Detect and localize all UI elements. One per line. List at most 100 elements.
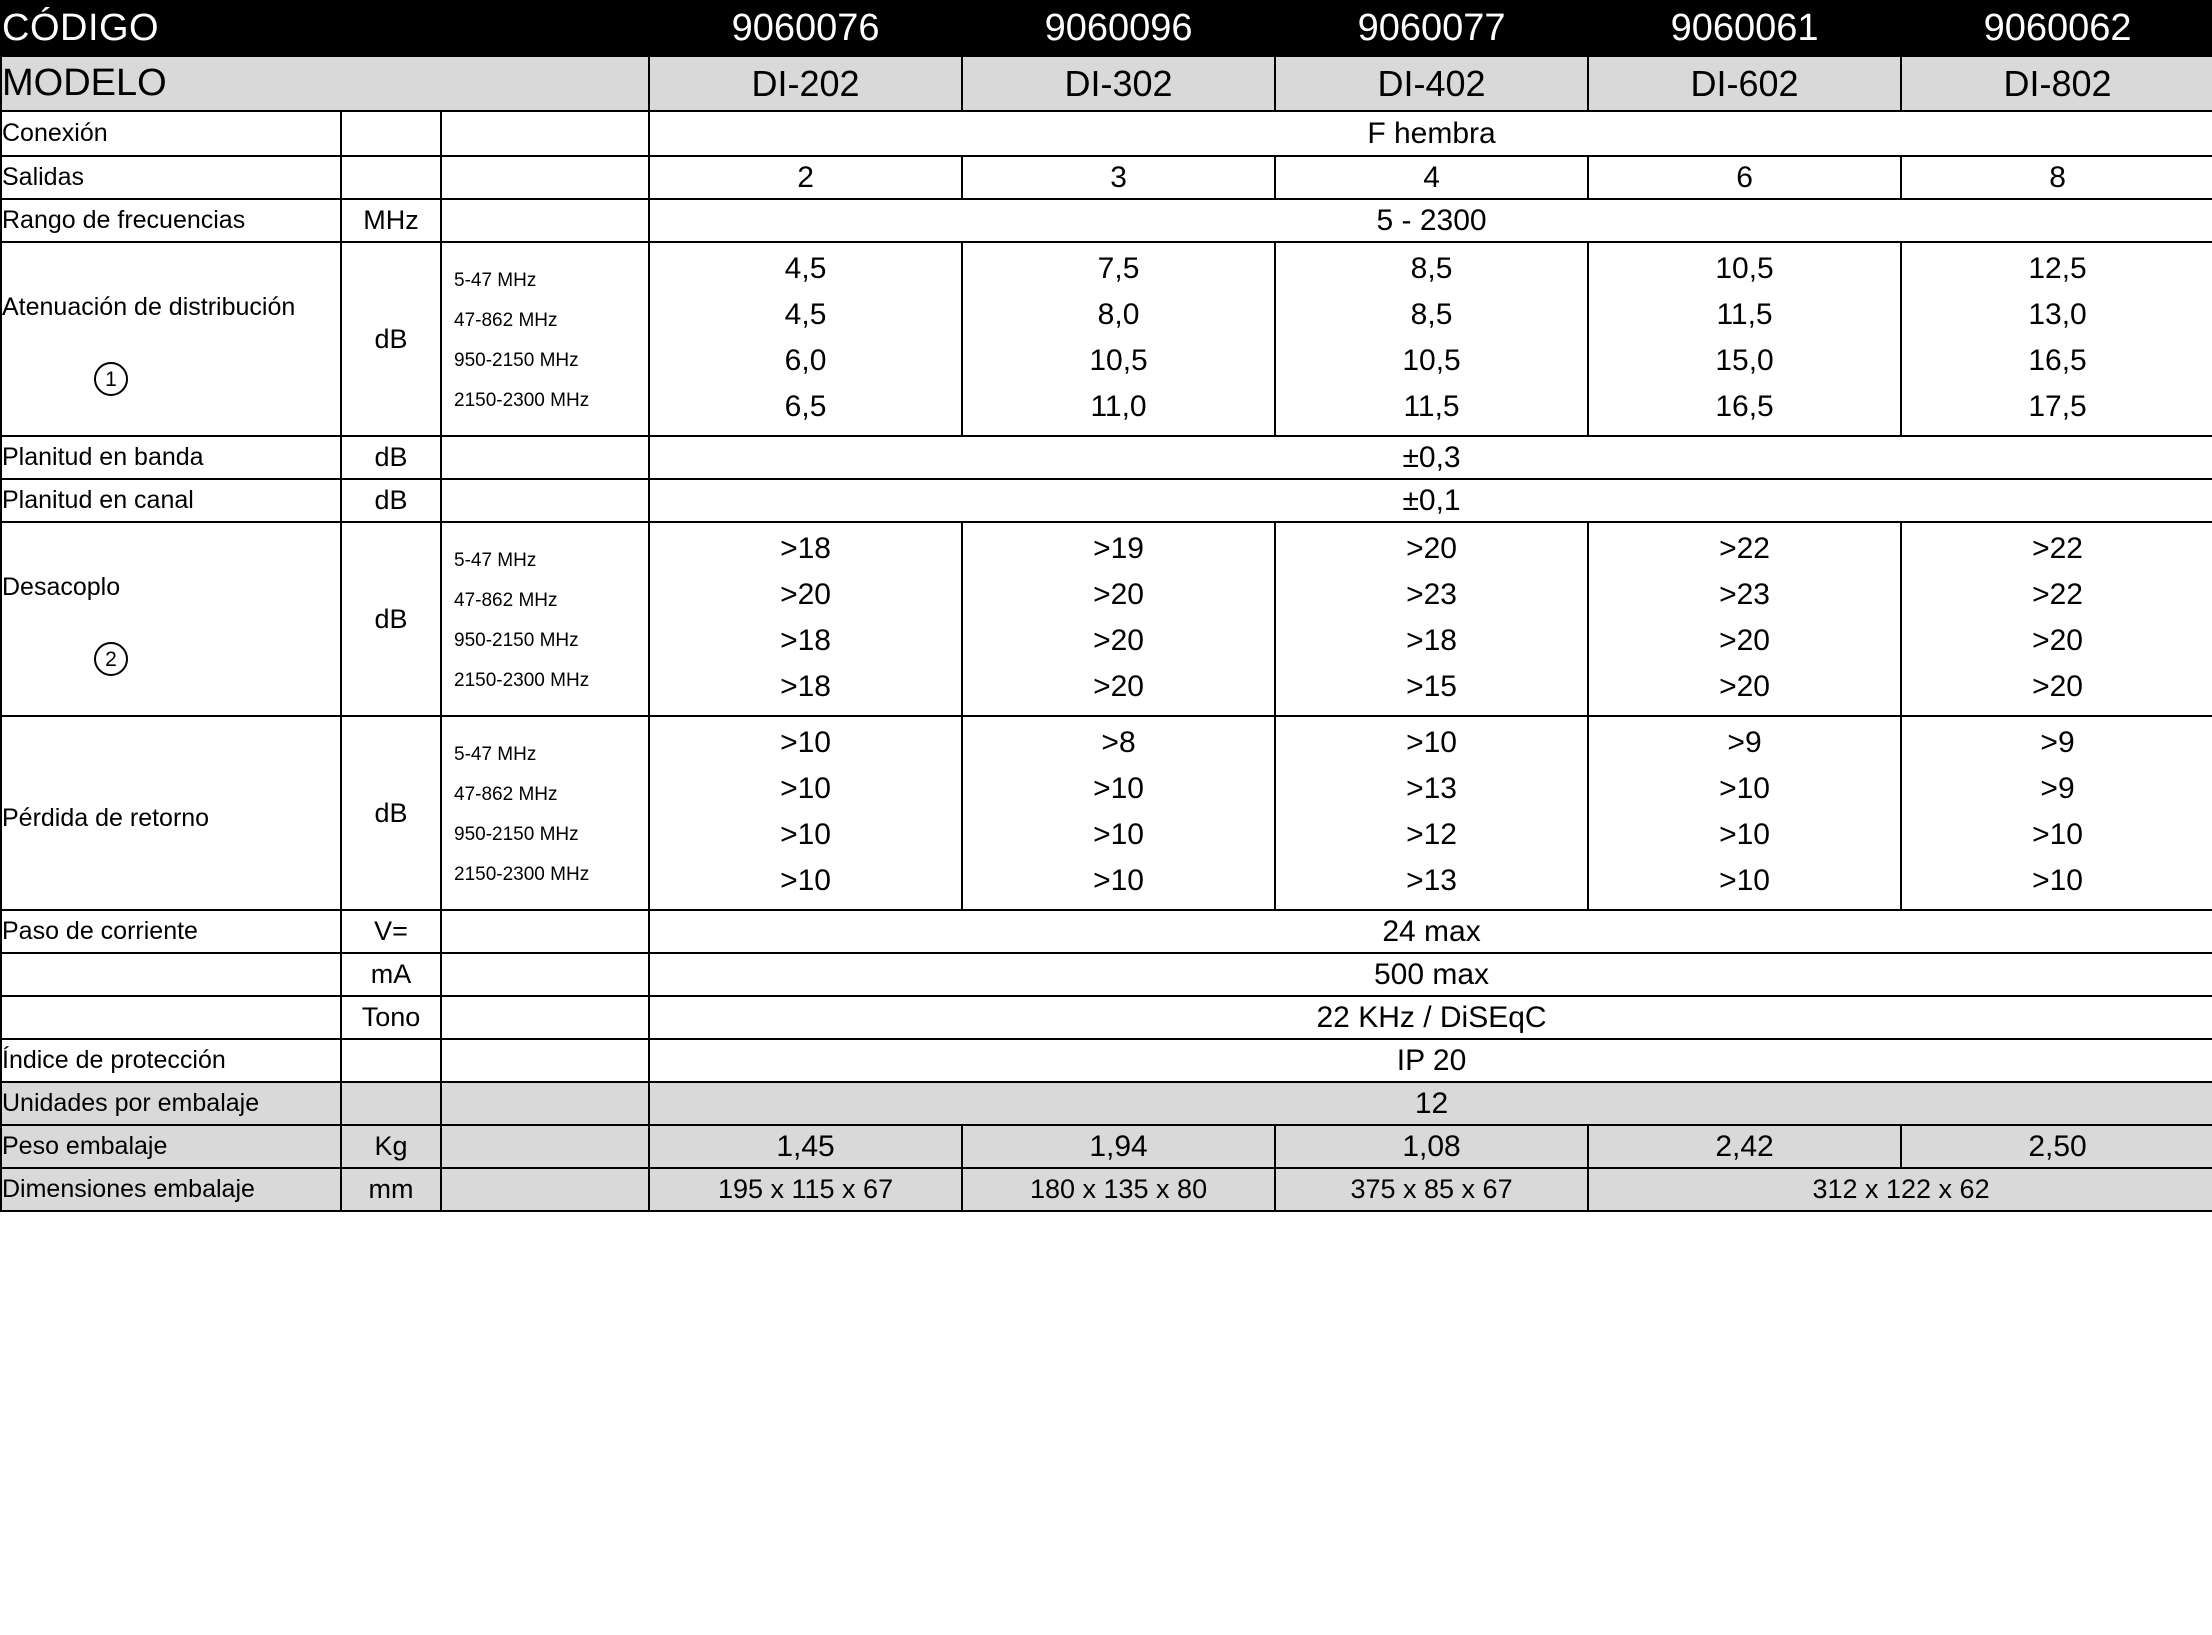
atenuacion-col-4: 10,5 11,5 15,0 16,5 [1587, 241, 1903, 437]
cell-value: >22 [2032, 532, 2083, 565]
row-salidas: Salidas 2 3 4 6 8 [0, 155, 2212, 200]
sub-planitud-banda [439, 435, 651, 480]
label-unidades-embalaje: Unidades por embalaje [0, 1081, 342, 1126]
cell-value: >20 [1093, 670, 1144, 703]
value-rango: 5 - 2300 [648, 198, 2212, 243]
cell-value: 6,0 [784, 344, 827, 377]
perdida-col-5: >9 >9 >10 >10 [1900, 715, 2212, 911]
row-planitud-banda: Planitud en banda dB ±0,3 [0, 435, 2212, 480]
band-label: 950-2150 MHz [454, 350, 579, 371]
sub-peso-embalaje [439, 1124, 651, 1169]
codigo-label: CÓDIGO [0, 0, 651, 57]
peso-5: 2,50 [1900, 1124, 2212, 1169]
cell-value: >10 [780, 864, 831, 897]
band-label: 950-2150 MHz [454, 630, 579, 651]
cell-value: >10 [780, 818, 831, 851]
perdida-col-4: >9 >10 >10 >10 [1587, 715, 1903, 911]
bands-atenuacion: 5-47 MHz 47-862 MHz 950-2150 MHz 2150-23… [439, 241, 651, 437]
dim-1: 195 x 115 x 67 [648, 1167, 964, 1212]
band-label: 5-47 MHz [454, 270, 537, 291]
label-paso-corriente-cont [0, 952, 342, 997]
codigo-di402: 9060077 [1274, 0, 1590, 57]
sub-unidades-embalaje [439, 1081, 651, 1126]
label-paso-corriente-cont2 [0, 995, 342, 1040]
unit-paso-tono: Tono [340, 995, 442, 1040]
cell-value: >20 [780, 578, 831, 611]
salidas-2: 3 [961, 155, 1277, 200]
perdida-col-1: >10 >10 >10 >10 [648, 715, 964, 911]
header-row-modelo: MODELO DI-202 DI-302 DI-402 DI-602 DI-80… [0, 55, 2212, 112]
peso-1: 1,45 [648, 1124, 964, 1169]
value-paso-v: 24 max [648, 909, 2212, 954]
cell-value: >20 [1719, 670, 1770, 703]
cell-value: 12,5 [2028, 252, 2087, 285]
codigo-di302: 9060096 [961, 0, 1277, 57]
codigo-di202: 9060076 [648, 0, 964, 57]
label-atenuacion: Atenuación de distribución [2, 292, 296, 321]
band-label: 47-862 MHz [454, 784, 558, 805]
modelo-2: DI-302 [961, 55, 1277, 112]
cell-value: >10 [1093, 818, 1144, 851]
value-planitud-banda: ±0,3 [648, 435, 2212, 480]
unit-planitud-banda: dB [340, 435, 442, 480]
cell-value: >13 [1406, 864, 1457, 897]
sub-conexion [439, 110, 651, 157]
label-planitud-banda: Planitud en banda [0, 435, 342, 480]
label-desacoplo-group: Desacoplo 2 [0, 521, 342, 717]
perdida-col-2: >8 >10 >10 >10 [961, 715, 1277, 911]
atenuacion-col-3: 8,5 8,5 10,5 11,5 [1274, 241, 1590, 437]
note-marker-2: 2 [2, 636, 340, 676]
cell-value: 6,5 [784, 390, 827, 423]
cell-value: >20 [2032, 670, 2083, 703]
cell-value: 15,0 [1715, 344, 1774, 377]
band-label: 47-862 MHz [454, 590, 558, 611]
modelo-label: MODELO [0, 55, 651, 112]
row-peso-embalaje: Peso embalaje Kg 1,45 1,94 1,08 2,42 2,5… [0, 1124, 2212, 1169]
unit-paso-v: V= [340, 909, 442, 954]
label-salidas: Salidas [0, 155, 342, 200]
cell-value: 4,5 [784, 298, 827, 331]
value-paso-tono: 22 KHz / DiSEqC [648, 995, 2212, 1040]
unit-salidas [340, 155, 442, 200]
peso-3: 1,08 [1274, 1124, 1590, 1169]
row-perdida-retorno: Pérdida de retorno dB 5-47 MHz 47-862 MH… [0, 715, 2212, 911]
label-paso-corriente: Paso de corriente [0, 909, 342, 954]
band-label: 5-47 MHz [454, 550, 537, 571]
cell-value: 4,5 [784, 252, 827, 285]
cell-value: >9 [1727, 726, 1762, 759]
perdida-col-3: >10 >13 >12 >13 [1274, 715, 1590, 911]
unit-perdida-retorno: dB [340, 715, 442, 911]
row-desacoplo: Desacoplo 2 dB 5-47 MHz 47-862 MHz 950-2… [0, 521, 2212, 717]
cell-value: 10,5 [1089, 344, 1148, 377]
cell-value: >13 [1406, 772, 1457, 805]
cell-value: >10 [2032, 818, 2083, 851]
bands-perdida-retorno: 5-47 MHz 47-862 MHz 950-2150 MHz 2150-23… [439, 715, 651, 911]
label-atenuacion-group: Atenuación de distribución 1 [0, 241, 342, 437]
row-unidades-embalaje: Unidades por embalaje 12 [0, 1081, 2212, 1126]
label-peso-embalaje: Peso embalaje [0, 1124, 342, 1169]
cell-value: >18 [780, 532, 831, 565]
band-label: 47-862 MHz [454, 310, 558, 331]
salidas-5: 8 [1900, 155, 2212, 200]
cell-value: >10 [1093, 772, 1144, 805]
cell-value: >12 [1406, 818, 1457, 851]
band-label: 2150-2300 MHz [454, 390, 590, 411]
value-indice-proteccion: IP 20 [648, 1038, 2212, 1083]
cell-value: >18 [780, 670, 831, 703]
cell-value: 10,5 [1402, 344, 1461, 377]
cell-value: >10 [1719, 818, 1770, 851]
band-label: 5-47 MHz [454, 744, 537, 765]
row-paso-corriente-tono: Tono 22 KHz / DiSEqC [0, 995, 2212, 1040]
salidas-1: 2 [648, 155, 964, 200]
cell-value: >20 [2032, 624, 2083, 657]
cell-value: >10 [1093, 864, 1144, 897]
label-perdida-retorno: Pérdida de retorno [2, 803, 210, 832]
peso-2: 1,94 [961, 1124, 1277, 1169]
atenuacion-col-1: 4,5 4,5 6,0 6,5 [648, 241, 964, 437]
cell-value: >20 [1719, 624, 1770, 657]
cell-value: 8,5 [1410, 298, 1453, 331]
atenuacion-col-5: 12,5 13,0 16,5 17,5 [1900, 241, 2212, 437]
cell-value: >10 [1719, 772, 1770, 805]
cell-value: 8,5 [1410, 252, 1453, 285]
